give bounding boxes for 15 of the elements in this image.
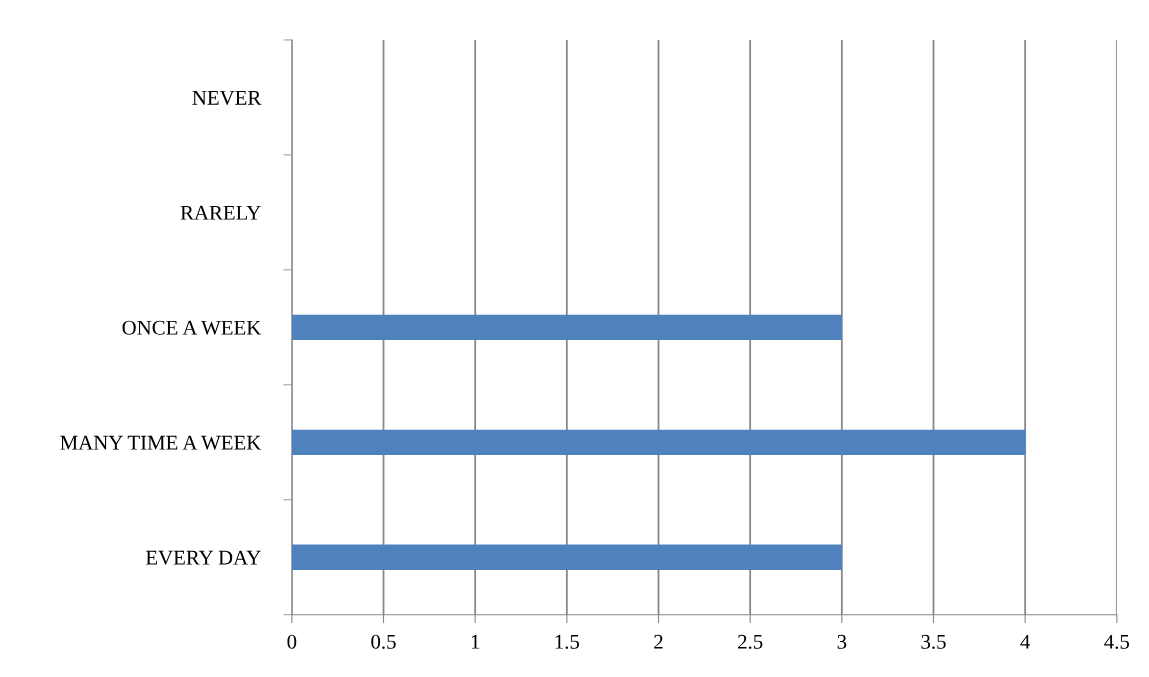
x-tick-label: 1 <box>471 634 480 649</box>
x-tick-label: 3 <box>837 634 847 649</box>
x-tick-label: 0 <box>287 634 297 649</box>
x-tick-label: 2.5 <box>738 634 763 649</box>
y-tick-label: ONCE A WEEK <box>122 320 262 335</box>
x-tick-label: 4 <box>1020 634 1031 649</box>
x-tick-label: 1.5 <box>555 634 580 649</box>
x-tick-label: 2 <box>654 634 663 649</box>
x-tick-label: 4.5 <box>1104 634 1130 649</box>
y-tick-label: MANY TIME A WEEK <box>60 435 262 450</box>
y-tick-label: EVERY DAY <box>145 550 261 565</box>
y-tick-label: RARELY <box>180 205 261 220</box>
x-tick-label: 0.5 <box>371 634 396 649</box>
y-tick-label: NEVER <box>192 91 262 105</box>
x-tick-label: 3.5 <box>921 634 946 649</box>
